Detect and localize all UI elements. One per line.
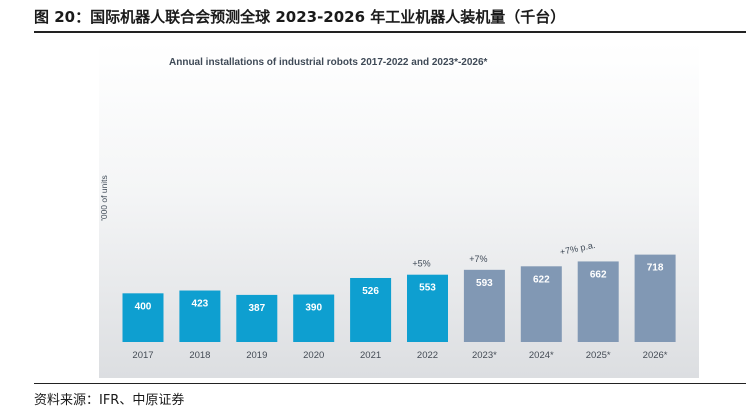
- bar-2017: [122, 293, 164, 342]
- x-tick-label: 2018: [189, 350, 210, 361]
- source-rule: [34, 383, 746, 384]
- growth-annotation: +7% p.a.: [559, 240, 596, 257]
- y-axis-label: '000 of units: [99, 175, 109, 221]
- chart-panel: Annual installations of industrial robot…: [99, 42, 699, 378]
- source-note: 资料来源：IFR、中原证券: [34, 393, 185, 408]
- x-tick-label: 2026*: [643, 350, 668, 361]
- bar-2023-forecast: [463, 269, 505, 342]
- value-label: 390: [305, 303, 322, 314]
- bar-2026-forecast: [634, 254, 676, 342]
- x-tick-label: 2021: [360, 350, 381, 361]
- bar-2020: [293, 294, 335, 342]
- x-tick-label: 2025*: [586, 350, 611, 361]
- value-label: 593: [476, 278, 493, 289]
- growth-annotation: +7%: [469, 254, 487, 264]
- bar-2024-forecast: [520, 266, 562, 342]
- x-tick-label: 2020: [303, 350, 324, 361]
- bar-2022: [407, 274, 448, 342]
- bar-2025-forecast: [577, 261, 619, 342]
- x-tick-label: 2019: [246, 350, 267, 361]
- x-tick-label: 2024*: [529, 350, 554, 361]
- value-label: 622: [533, 274, 550, 285]
- x-tick-label: 2017: [132, 350, 153, 361]
- bar-2018: [179, 290, 221, 342]
- installations-bar-chart: Annual installations of industrial robot…: [99, 57, 676, 361]
- figure-title: 图 20：国际机器人联合会预测全球 2023-2026 年工业机器人装机量（千台…: [34, 8, 566, 26]
- x-tick-label: 2022: [417, 350, 438, 361]
- value-label: 553: [419, 283, 436, 294]
- chart-title: Annual installations of industrial robot…: [169, 57, 488, 68]
- x-tick-label: 2023*: [472, 350, 497, 361]
- value-label: 387: [248, 303, 265, 314]
- value-label: 526: [362, 286, 379, 297]
- value-label: 662: [590, 269, 607, 280]
- title-rule: [34, 31, 746, 33]
- value-label: 400: [135, 301, 152, 312]
- value-label: 423: [192, 299, 209, 310]
- bar-2019: [236, 294, 278, 342]
- bar-2021: [350, 277, 392, 342]
- value-label: 718: [647, 263, 664, 274]
- growth-annotation: +5%: [412, 259, 430, 269]
